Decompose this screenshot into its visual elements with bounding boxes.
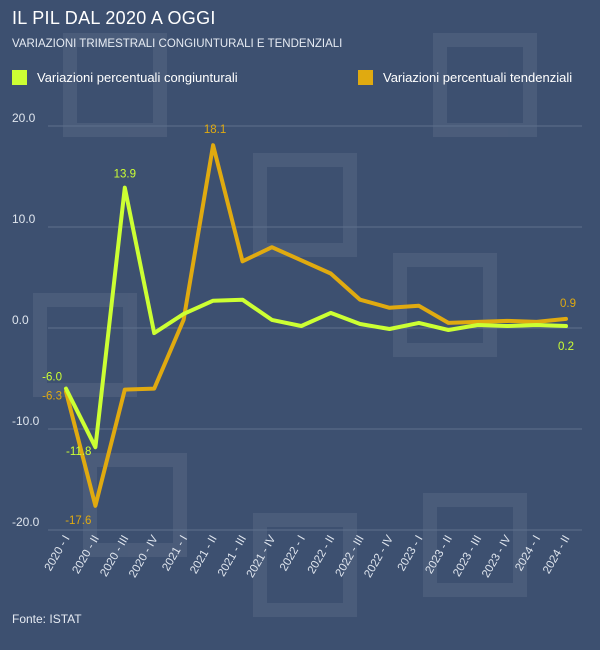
x-tick-label: 2021 - II bbox=[188, 534, 219, 577]
x-tick-label: 2022 - IV bbox=[362, 533, 396, 580]
y-tick-label: -10.0 bbox=[12, 414, 40, 428]
series-line-tendenziali bbox=[64, 143, 568, 508]
watermark-square bbox=[83, 453, 187, 557]
watermark-square bbox=[253, 153, 357, 257]
data-label: -11.8 bbox=[66, 446, 91, 458]
y-axis-ticks: 20.0 10.0 0.0 -10.0 -20.0 bbox=[12, 111, 40, 529]
data-label: -6.0 bbox=[42, 372, 62, 384]
data-labels: -6.0 -11.8 13.9 0.2 -6.3 -17.6 18.1 0.9 bbox=[42, 124, 576, 527]
watermark-square bbox=[63, 33, 167, 137]
x-tick-label: 2022 - I bbox=[278, 534, 308, 574]
legend-swatch-congiunturali bbox=[12, 70, 27, 85]
x-tick-label: 2024 - II bbox=[541, 534, 572, 577]
data-label: -17.6 bbox=[65, 515, 91, 527]
data-label: -6.3 bbox=[42, 391, 62, 403]
series-lines bbox=[64, 143, 568, 508]
x-tick-label: 2020 - I bbox=[43, 534, 73, 574]
x-tick-label: 2023 - IV bbox=[480, 533, 514, 580]
legend-swatch-tendenziali bbox=[358, 70, 373, 85]
y-tick-label: 0.0 bbox=[12, 313, 29, 327]
legend-label-tendenziali: Variazioni percentuali tendenziali bbox=[383, 70, 573, 85]
x-tick-label: 2023 - I bbox=[396, 534, 426, 574]
chart-subtitle: VARIAZIONI TRIMESTRALI CONGIUNTURALI E T… bbox=[12, 38, 343, 50]
watermark-square bbox=[433, 33, 537, 137]
watermark-pattern bbox=[33, 33, 537, 617]
legend-label-congiunturali: Variazioni percentuali congiunturali bbox=[37, 70, 238, 85]
source-note: Fonte: ISTAT bbox=[12, 612, 82, 626]
data-label: 18.1 bbox=[204, 124, 226, 136]
watermark-square bbox=[423, 493, 527, 597]
chart-title: IL PIL DAL 2020 A OGGI bbox=[12, 8, 216, 28]
watermark-square bbox=[253, 513, 357, 617]
series-line-congiunturali bbox=[64, 185, 568, 450]
y-tick-label: -20.0 bbox=[12, 515, 40, 529]
x-tick-label: 2023 - III bbox=[451, 534, 484, 579]
legend-item-congiunturali[interactable]: Variazioni percentuali congiunturali bbox=[12, 70, 238, 85]
x-tick-label: 2021 - III bbox=[216, 534, 249, 579]
data-label: 0.9 bbox=[560, 298, 576, 310]
y-tick-label: 10.0 bbox=[12, 212, 36, 226]
legend-item-tendenziali[interactable]: Variazioni percentuali tendenziali bbox=[358, 70, 572, 85]
data-label: 0.2 bbox=[558, 341, 574, 353]
x-tick-label: 2022 - II bbox=[306, 534, 337, 577]
y-tick-label: 20.0 bbox=[12, 111, 36, 125]
watermark-square bbox=[33, 293, 137, 397]
watermark-square bbox=[393, 253, 497, 357]
data-label: 13.9 bbox=[114, 169, 136, 181]
grid-lines bbox=[48, 125, 582, 531]
